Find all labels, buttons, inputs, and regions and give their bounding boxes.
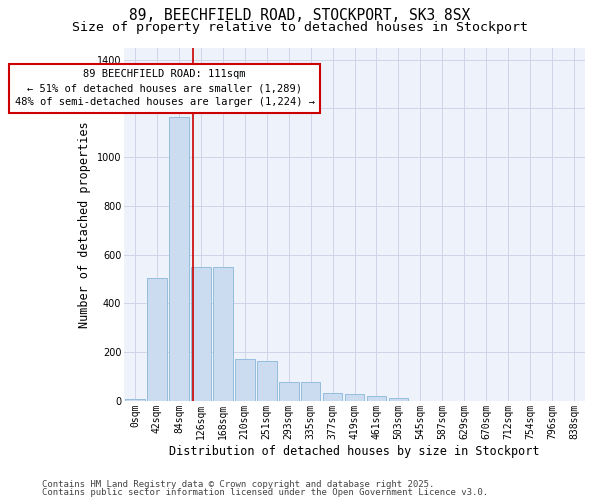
Text: Contains HM Land Registry data © Crown copyright and database right 2025.: Contains HM Land Registry data © Crown c… [42, 480, 434, 489]
Text: Size of property relative to detached houses in Stockport: Size of property relative to detached ho… [72, 21, 528, 34]
Bar [323, 393, 343, 401]
Bar [344, 394, 364, 401]
Bar [279, 382, 299, 401]
Bar [367, 396, 386, 401]
X-axis label: Distribution of detached houses by size in Stockport: Distribution of detached houses by size … [169, 444, 540, 458]
Bar [191, 268, 211, 401]
Bar [213, 268, 233, 401]
Y-axis label: Number of detached properties: Number of detached properties [78, 121, 91, 328]
Bar [147, 278, 167, 401]
Bar [301, 382, 320, 401]
Bar [389, 398, 408, 401]
Bar [257, 360, 277, 401]
Text: 89 BEECHFIELD ROAD: 111sqm
← 51% of detached houses are smaller (1,289)
48% of s: 89 BEECHFIELD ROAD: 111sqm ← 51% of deta… [14, 70, 314, 108]
Text: Contains public sector information licensed under the Open Government Licence v3: Contains public sector information licen… [42, 488, 488, 497]
Text: 89, BEECHFIELD ROAD, STOCKPORT, SK3 8SX: 89, BEECHFIELD ROAD, STOCKPORT, SK3 8SX [130, 8, 470, 22]
Bar [169, 117, 189, 401]
Bar [125, 399, 145, 401]
Bar [235, 359, 254, 401]
